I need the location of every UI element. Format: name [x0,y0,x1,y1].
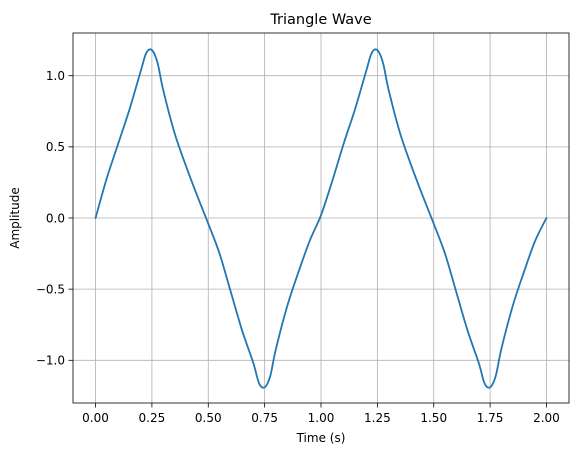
y-tick-label: 0.0 [46,211,65,225]
x-tick-label: 0.50 [195,411,222,425]
series-line [94,48,548,389]
y-axis-label: Amplitude [8,187,22,249]
chart-title: Triangle Wave [269,12,371,28]
y-tick-label: 1.0 [46,69,65,83]
x-tick-label: 1.50 [420,411,447,425]
axes: 0.00 0.25 0.50 0.75 1.00 1.25 1.50 1.75 2.00 −1.0… [36,32,570,425]
y-tick-label: −0.5 [36,282,65,296]
x-tick-label: 1.75 [477,411,504,425]
x-tick-label: 1.25 [364,411,391,425]
x-tick-label: 0.25 [139,411,166,425]
x-tick-label: 2.00 [533,411,560,425]
x-tick-label: 1.00 [308,411,335,425]
y-tick-label: −1.0 [36,354,65,368]
x-tick-label: 0.00 [82,411,109,425]
x-axis-label: Time (s) [296,431,346,445]
axes-frame [72,32,570,404]
y-tick-label: 0.5 [46,140,65,154]
grid [73,33,569,403]
plot-area [94,48,548,389]
x-tick-label: 0.75 [251,411,278,425]
